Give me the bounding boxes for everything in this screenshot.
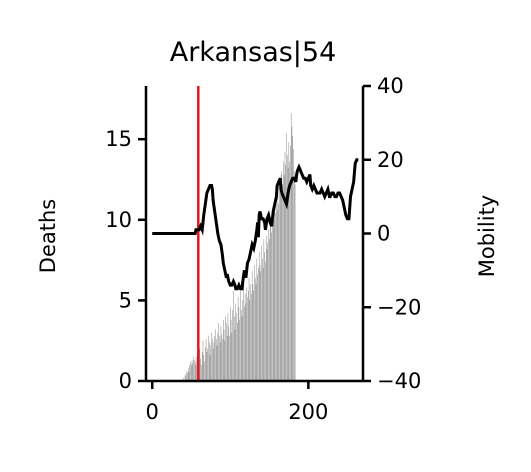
bar-series: [183, 113, 296, 382]
y-right-tick-label: 0: [377, 222, 390, 246]
chart-title: Arkansas|54: [170, 37, 337, 68]
axes: 0 5 10 15 −40 −20 0 20 40 0 200: [105, 74, 421, 424]
x-tick-label: 0: [146, 400, 159, 424]
x-tick-label: 200: [288, 400, 328, 424]
mobility-line: [152, 158, 359, 291]
y-right-axis-label: Mobility: [475, 195, 499, 277]
y-right-tick-label: 20: [377, 148, 404, 172]
y-right-tick-label: −40: [377, 369, 421, 393]
y-left-tick-label: 0: [119, 369, 132, 393]
y-left-tick-label: 10: [105, 208, 132, 232]
y-left-axis-label: Deaths: [36, 199, 60, 273]
y-left-tick-label: 5: [119, 288, 132, 312]
y-right-tick-label: 40: [377, 74, 404, 98]
y-right-tick-label: −20: [377, 295, 421, 319]
y-left-tick-label: 15: [105, 127, 132, 151]
